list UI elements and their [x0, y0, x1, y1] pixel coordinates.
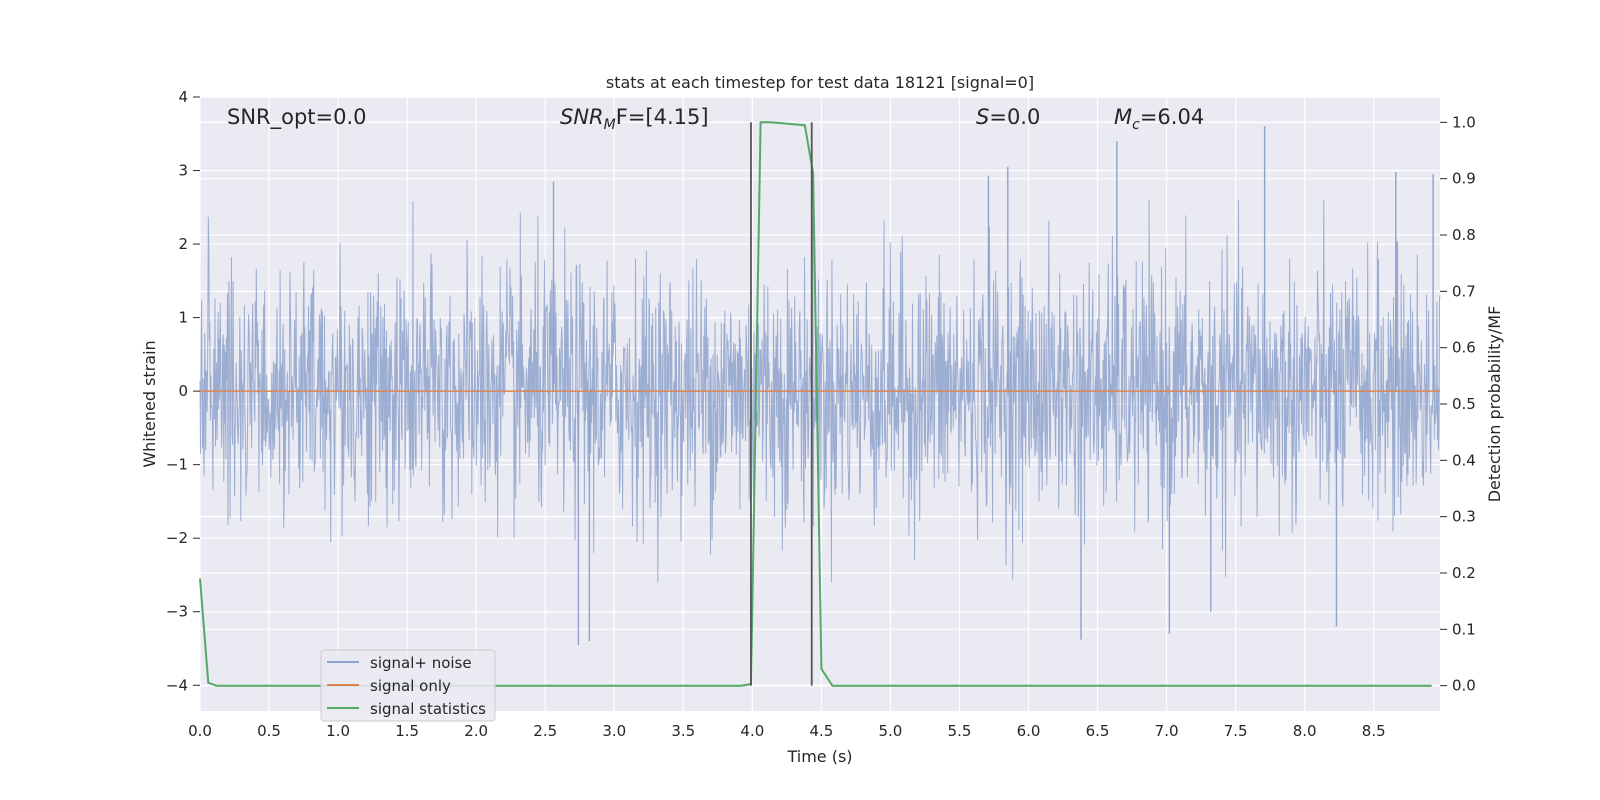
tick-labels: 0.0 0.5 1.0 1.5 2.0 2.5 3.0 3.5 4.0 4.5 5.0 5.5 6.0 6… [166, 88, 1476, 740]
x-tick-label: 5.5 [948, 722, 972, 740]
annotation-mc-main: M [1114, 105, 1132, 129]
signal-noise-series [199, 126, 1441, 645]
y-tick-label-left: 1 [178, 309, 188, 327]
vertical-markers [750, 122, 813, 686]
chart-title: stats at each timestep for test data 181… [606, 73, 1034, 92]
y-tick-label-right: 1.0 [1452, 113, 1476, 131]
x-tick-label: 4.0 [740, 722, 764, 740]
x-tick-label: 6.5 [1086, 722, 1110, 740]
x-tick-label: 8.5 [1362, 722, 1386, 740]
x-tick-label: 3.5 [671, 722, 695, 740]
y-tick-label-right: 0.3 [1452, 508, 1476, 526]
y-tick-label-right: 0.2 [1452, 564, 1476, 582]
x-tick-label: 8.0 [1293, 722, 1317, 740]
x-tick-label: 3.0 [602, 722, 626, 740]
annotation-s-rest: =0.0 [989, 105, 1040, 129]
x-tick-label: 7.5 [1224, 722, 1248, 740]
annotation-snr-mf-sub: M [604, 117, 616, 133]
x-tick-label: 2.0 [464, 722, 488, 740]
y-tick-label-left: −4 [166, 676, 188, 694]
legend-box [320, 649, 496, 722]
y-tick-label-left: −3 [166, 603, 188, 621]
annotation-snr-mf-rest: F=[4.15] [616, 105, 709, 129]
x-tick-label: 6.0 [1017, 722, 1041, 740]
signal-noise-trace [199, 199, 1441, 583]
x-tick-label: 2.5 [533, 722, 557, 740]
annotation-mc: Mc=6.04 [1114, 105, 1204, 133]
y-tick-label-right: 0.6 [1452, 339, 1476, 357]
x-axis-label: Time (s) [786, 747, 852, 766]
y-axis-label-right: Detection probability/MF [1485, 306, 1504, 503]
y-tick-label-right: 0.4 [1452, 451, 1476, 469]
y-tick-label-right: 0.7 [1452, 282, 1476, 300]
y-tick-label-right: 0.1 [1452, 620, 1476, 638]
x-tick-label: 0.0 [188, 722, 212, 740]
y-tick-label-left: −1 [166, 456, 188, 474]
legend-label-noise: signal+ noise [370, 654, 472, 672]
x-tick-label: 1.0 [326, 722, 350, 740]
legend: signal+ noise signal only signal statist… [320, 649, 496, 722]
x-tick-label: 7.0 [1155, 722, 1179, 740]
y-tick-label-left: 2 [178, 235, 188, 253]
y-tick-label-right: 0.9 [1452, 170, 1476, 188]
x-tick-label: 0.5 [257, 722, 281, 740]
y-tick-label-right: 0.8 [1452, 226, 1476, 244]
y-tick-label-right: 0.5 [1452, 395, 1476, 413]
y-axis-label-left: Whitened strain [140, 340, 159, 467]
y-tick-label-right: 0.0 [1452, 677, 1476, 695]
y-tick-label-left: 4 [178, 88, 188, 106]
x-tick-label: 1.5 [395, 722, 419, 740]
legend-label-signal-only: signal only [370, 677, 451, 695]
x-tick-label: 5.0 [878, 722, 902, 740]
y-tick-label-left: 3 [178, 162, 188, 180]
line-series [199, 121, 1440, 687]
signal-statistics-line [199, 121, 1432, 687]
annotation-mc-sub: c [1132, 117, 1140, 133]
annotation-s: S=0.0 [976, 105, 1040, 129]
annotation-mc-rest: =6.04 [1140, 105, 1204, 129]
annotation-snr-mf-main: SNR [560, 105, 604, 129]
annotation-snr-mf: SNRMF=[4.15] [560, 105, 709, 133]
annotation-s-main: S [976, 105, 989, 129]
legend-label-statistics: signal statistics [370, 700, 486, 718]
x-tick-label: 4.5 [809, 722, 833, 740]
y-tick-label-left: 0 [178, 382, 188, 400]
y-tick-label-left: −2 [166, 529, 188, 547]
annotation-snr-opt: SNR_opt=0.0 [227, 105, 367, 130]
